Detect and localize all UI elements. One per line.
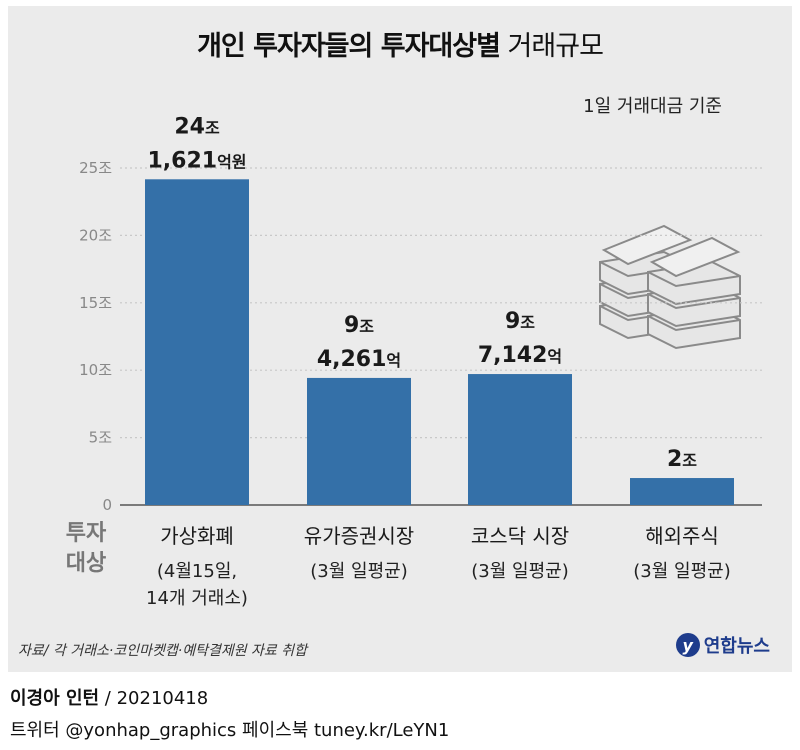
logo-text: 연합뉴스	[703, 636, 770, 657]
y-tick-label: 10조	[79, 361, 112, 379]
data-label: 24조	[174, 114, 220, 139]
x-axis-header: 투자	[66, 521, 107, 546]
social-links: 트위터 @yonhap_graphics 페이스북 tuney.kr/LeYN1	[10, 720, 450, 741]
data-label: 9조	[505, 309, 535, 334]
bill-edge	[647, 271, 741, 288]
source-note: 자료/ 각 거래소·코인마켓캡·예탁결제원 자료 취합	[18, 643, 308, 659]
x-tick-label: 유가증권시장	[304, 524, 414, 548]
credit-line: 이경아 인턴 / 20210418	[10, 684, 208, 710]
x-tick-note: (4월15일,	[157, 561, 237, 582]
yonhap-logo: y 연합뉴스	[675, 632, 770, 658]
yonhap-logo-mark-icon: y	[675, 633, 700, 657]
title-regular: 거래규모	[507, 31, 604, 62]
y-tick-label: 20조	[79, 226, 112, 244]
x-tick-note: (3월 일평균)	[471, 561, 568, 582]
x-tick-label: 코스닥 시장	[471, 524, 569, 548]
y-tick-label: 0	[102, 496, 112, 514]
bill-edge	[647, 315, 741, 332]
credit-name: 이경아 인턴	[10, 688, 100, 709]
data-label: 1,621억원	[147, 148, 246, 173]
x-tick-label: 가상화폐	[160, 524, 234, 548]
credit-date: / 20210418	[99, 688, 209, 709]
data-label: 2조	[667, 447, 697, 472]
y-tick-label: 25조	[79, 159, 112, 177]
bar	[630, 478, 734, 505]
y-tick-label: 15조	[79, 294, 112, 312]
title-bold: 개인 투자자들의 투자대상별	[197, 31, 501, 62]
loose-bill	[601, 224, 693, 266]
data-label: 7,142억	[478, 343, 562, 368]
x-tick-note: 14개 거래소)	[146, 588, 248, 609]
bill-edge	[647, 293, 741, 310]
chart-title: 개인 투자자들의 투자대상별 거래규모	[0, 24, 800, 63]
money-stack-icon	[599, 224, 741, 350]
bar	[468, 374, 572, 505]
x-tick-note: (3월 일평균)	[310, 561, 407, 582]
x-tick-label: 해외주식	[645, 524, 719, 548]
loose-bill	[649, 236, 741, 278]
bar	[307, 377, 411, 505]
x-axis-header: 대상	[66, 551, 106, 576]
y-tick-label: 5조	[89, 429, 113, 447]
x-tick-note: (3월 일평균)	[633, 561, 730, 582]
bar	[145, 179, 249, 505]
chart-subtitle: 1일 거래대금 기준	[583, 96, 722, 117]
data-label: 9조	[344, 313, 374, 338]
data-label: 4,261억	[317, 347, 401, 372]
